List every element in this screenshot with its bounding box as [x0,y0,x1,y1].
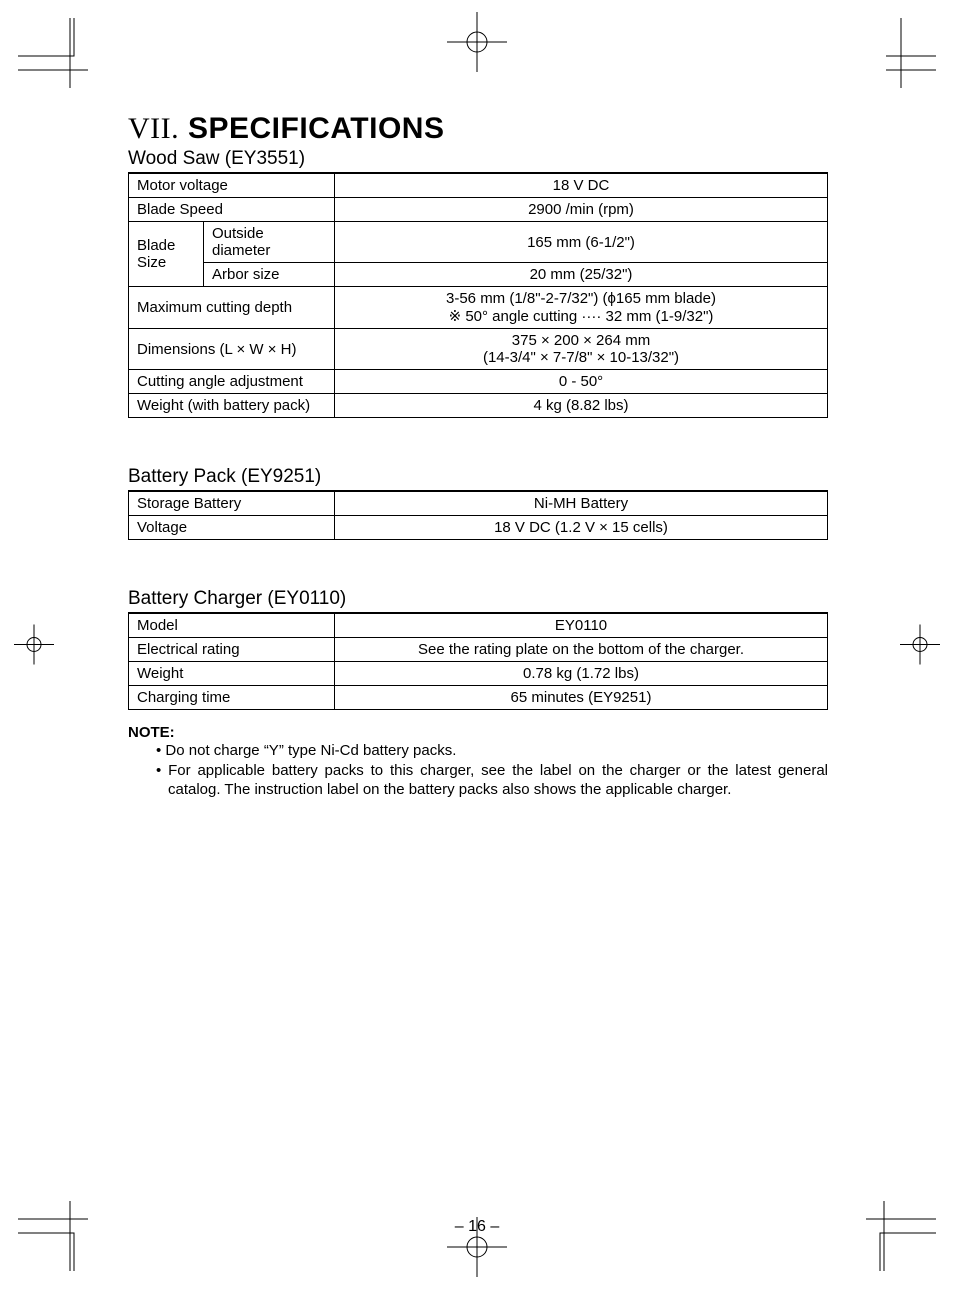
outside-diameter-value: 165 mm (6-1/2") [335,222,828,263]
bvoltage-value: 18 V DC (1.2 V × 15 cells) [335,516,828,540]
bvoltage-label: Voltage [129,516,335,540]
battery-table: Storage Battery Ni-MH Battery Voltage 18… [128,491,828,540]
storage-value: Ni-MH Battery [335,492,828,516]
table-row: Electrical rating See the rating plate o… [129,638,828,662]
motor-voltage-label: Motor voltage [129,174,335,198]
table-row: Weight 0.78 kg (1.72 lbs) [129,662,828,686]
dimensions-label: Dimensions (L × W × H) [129,329,335,370]
dimensions-line2: (14-3/4" × 7-7/8" × 10-13/32") [483,349,679,366]
motor-voltage-value: 18 V DC [335,174,828,198]
charger-table: Model EY0110 Electrical rating See the r… [128,613,828,710]
reg-right-icon [900,625,940,670]
storage-label: Storage Battery [129,492,335,516]
dimensions-line1: 375 × 200 × 264 mm [512,332,650,349]
heading-main: SPECIFICATIONS [179,112,444,145]
reg-left-icon [14,625,54,670]
table-row: Cutting angle adjustment 0 - 50° [129,370,828,394]
blade-speed-label: Blade Speed [129,198,335,222]
note-block: NOTE: Do not charge “Y” type Ni-Cd batte… [128,724,828,800]
model-value: EY0110 [335,614,828,638]
page-content: VII. SPECIFICATIONS Wood Saw (EY3551) Mo… [128,112,828,800]
rating-label: Electrical rating [129,638,335,662]
note-list: Do not charge “Y” type Ni-Cd battery pac… [156,741,828,800]
reg-top-icon [447,12,507,77]
weight-value: 4 kg (8.82 lbs) [335,394,828,418]
cweight-label: Weight [129,662,335,686]
table-row: Dimensions (L × W × H) 375 × 200 × 264 m… [129,329,828,370]
max-cut-value: 3-56 mm (1/8"-2-7/32") (ϕ165 mm blade) ※… [335,287,828,329]
note-item: Do not charge “Y” type Ni-Cd battery pac… [156,741,828,761]
max-cut-line1: 3-56 mm (1/8"-2-7/32") (ϕ165 mm blade) [446,290,716,307]
table-row: Weight (with battery pack) 4 kg (8.82 lb… [129,394,828,418]
blade-speed-value: 2900 /min (rpm) [335,198,828,222]
page-number: – 16 – [0,1218,954,1236]
note-head: NOTE: [128,724,175,741]
woodsaw-table: Motor voltage 18 V DC Blade Speed 2900 /… [128,173,828,418]
crop-mark-br [866,1201,936,1276]
table-row: Model EY0110 [129,614,828,638]
table-row: Storage Battery Ni-MH Battery [129,492,828,516]
table-row: Blade Size Outside diameter 165 mm (6-1/… [129,222,828,263]
table-row: Maximum cutting depth 3-56 mm (1/8"-2-7/… [129,287,828,329]
dimensions-value: 375 × 200 × 264 mm (14-3/4" × 7-7/8" × 1… [335,329,828,370]
max-cut-label: Maximum cutting depth [129,287,335,329]
cweight-value: 0.78 kg (1.72 lbs) [335,662,828,686]
weight-label: Weight (with battery pack) [129,394,335,418]
table-row: Voltage 18 V DC (1.2 V × 15 cells) [129,516,828,540]
crop-mark-tl [18,18,88,93]
table-row: Charging time 65 minutes (EY9251) [129,686,828,710]
battery-title: Battery Pack (EY9251) [128,466,828,491]
crop-mark-bl [18,1201,88,1276]
rating-value: See the rating plate on the bottom of th… [335,638,828,662]
note-item: For applicable battery packs to this cha… [156,761,828,800]
arbor-size-label: Arbor size [204,263,335,287]
model-label: Model [129,614,335,638]
time-value: 65 minutes (EY9251) [335,686,828,710]
outside-diameter-label: Outside diameter [204,222,335,263]
table-row: Blade Speed 2900 /min (rpm) [129,198,828,222]
max-cut-line2: ※ 50° angle cutting ···· 32 mm (1-9/32") [449,308,714,325]
charger-title: Battery Charger (EY0110) [128,588,828,613]
angle-label: Cutting angle adjustment [129,370,335,394]
crop-mark-tr [886,18,936,93]
table-row: Arbor size 20 mm (25/32") [129,263,828,287]
time-label: Charging time [129,686,335,710]
section-heading: VII. SPECIFICATIONS [128,112,828,146]
angle-value: 0 - 50° [335,370,828,394]
woodsaw-title: Wood Saw (EY3551) [128,148,828,173]
table-row: Motor voltage 18 V DC [129,174,828,198]
arbor-size-value: 20 mm (25/32") [335,263,828,287]
blade-size-label: Blade Size [129,222,204,287]
heading-roman: VII. [128,112,179,145]
